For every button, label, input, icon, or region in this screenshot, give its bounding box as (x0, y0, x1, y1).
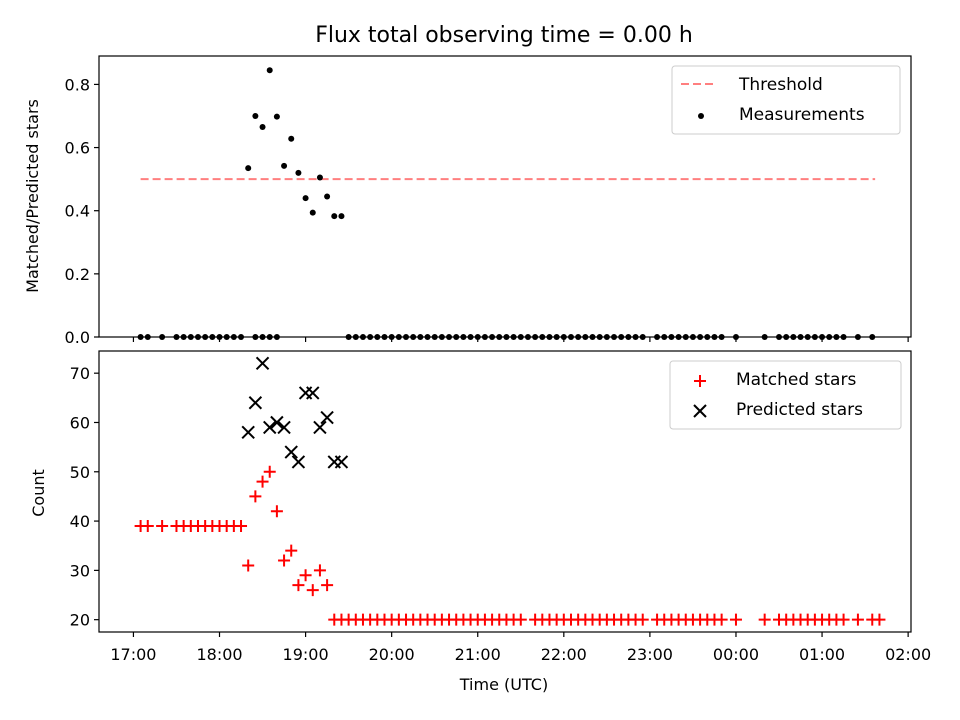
x-tick-label: 17:00 (110, 645, 156, 664)
top-y-tick-label: 0.6 (65, 139, 90, 158)
measurements-point (302, 195, 309, 202)
bottom-y-tick-label: 20 (70, 611, 90, 630)
measurements-point (295, 169, 302, 176)
matched-stars-point (292, 579, 305, 592)
matched-stars-point (299, 569, 312, 582)
measurements-point (309, 209, 316, 216)
matched-stars-point (263, 465, 276, 478)
bottom-y-axis-label: Count (29, 469, 48, 517)
matched-stars-point (758, 613, 771, 626)
measurements-point (338, 213, 345, 220)
threshold-legend-label: Threshold (738, 75, 823, 95)
bottom-y-tick-label: 60 (70, 413, 90, 432)
matched-stars-point (235, 520, 248, 533)
predicted-stars-point (284, 445, 298, 459)
matched-stars-point (249, 490, 262, 503)
measurements-point (259, 124, 266, 131)
x-tick-label: 18:00 (196, 645, 242, 664)
bottom-y-tick-label: 70 (70, 364, 90, 383)
predicted-stars-point (313, 420, 327, 435)
bottom-y-tick-label: 40 (70, 512, 90, 531)
predicted-stars-point (334, 455, 349, 469)
x-tick-label: 22:00 (541, 645, 587, 664)
bottom-y-ticks: 20 30 40 50 60 70 (70, 364, 99, 630)
bottom-legend-box (669, 360, 902, 430)
measurements-point (245, 165, 252, 172)
top-y-tick-label: 0.8 (65, 75, 90, 94)
measurements-point (288, 135, 295, 142)
x-tick-label: 01:00 (799, 645, 845, 664)
x-tick-label: 20:00 (369, 645, 415, 664)
matched-stars-point (729, 613, 742, 626)
matched-stars-point (873, 613, 886, 626)
predicted-stars-point (306, 386, 320, 400)
measurements-point (273, 113, 280, 120)
matched-stars-point (270, 505, 283, 518)
top-y-tick-label: 0.4 (65, 202, 90, 221)
measurements-legend-swatch (698, 113, 704, 119)
predicted-stars-point (248, 396, 263, 410)
x-tick-label: 21:00 (455, 645, 501, 664)
predicted-stars-point (277, 420, 291, 435)
bottom-y-tick-label: 50 (70, 463, 90, 482)
top-y-axis-label: Matched/Predicted stars (23, 99, 42, 293)
matched-stars-point (256, 475, 269, 488)
x-tick-label: 23:00 (627, 645, 673, 664)
chart-title: Flux total observing time = 0.00 h (315, 23, 693, 48)
top-panel: 0.00.20.40.60.8 Matched/Predicted stars … (23, 55, 912, 347)
matched-legend-swatch (694, 375, 706, 387)
top-legend-box (671, 65, 901, 135)
top-y-ticks: 0.0 0.2 0.4 0.6 0.8 (65, 75, 99, 347)
bottom-legend: Matched stars Predicted stars (669, 360, 902, 430)
matched-stars-point (636, 613, 649, 626)
matched-legend-label: Matched stars (736, 370, 856, 390)
bottom-x-ticks: 17:00 18:00 19:00 20:00 21:00 22:00 23:00 00:00… (110, 632, 931, 664)
measurements-point (331, 213, 338, 220)
matched-stars-point (321, 579, 334, 592)
top-x-ticks (132, 337, 909, 342)
bottom-panel-frame (98, 350, 912, 633)
bottom-panel: 20 30 40 50 60 70 17:00 18:00 19:00 20:00 21:00 22… (29, 350, 931, 664)
matched-stars-point (285, 544, 298, 557)
predicted-stars-point (263, 420, 277, 435)
top-legend: Threshold Measurements (671, 65, 901, 135)
predicted-stars-point (270, 415, 284, 430)
matched-stars-point (837, 613, 850, 626)
top-y-tick-label: 0.2 (65, 265, 90, 284)
matched-stars-point (242, 559, 255, 572)
top-y-tick-label: 0.0 (65, 328, 90, 347)
x-tick-label: 00:00 (713, 645, 759, 664)
measurements-point (316, 174, 323, 181)
predicted-stars-point (320, 410, 334, 425)
top-panel-frame (98, 55, 912, 338)
matched-stars-point (313, 564, 326, 577)
matched-stars-point (156, 520, 169, 533)
predicted-stars-point (291, 455, 306, 469)
measurements-point (324, 193, 331, 200)
x-axis-label: Time (UTC) (459, 675, 548, 694)
matched-stars-point (514, 613, 527, 626)
predicted-stars-point (255, 356, 270, 371)
matched-stars-point (278, 554, 291, 567)
predicted-legend-label: Predicted stars (736, 400, 863, 420)
matched-stars-point (715, 613, 728, 626)
bottom-panel-marks (134, 356, 886, 626)
x-tick-label: 19:00 (283, 645, 329, 664)
matched-stars-point (851, 613, 864, 626)
predicted-legend-swatch (693, 404, 707, 418)
predicted-stars-point (241, 425, 255, 440)
measurements-point (266, 67, 273, 74)
x-tick-label: 02:00 (885, 645, 931, 664)
bottom-y-tick-label: 30 (70, 561, 90, 580)
measurements-point (252, 112, 259, 119)
measurements-legend-label: Measurements (739, 105, 865, 125)
matched-stars-point (306, 584, 319, 597)
measurements-point (281, 162, 288, 169)
matched-stars-point (141, 520, 154, 533)
